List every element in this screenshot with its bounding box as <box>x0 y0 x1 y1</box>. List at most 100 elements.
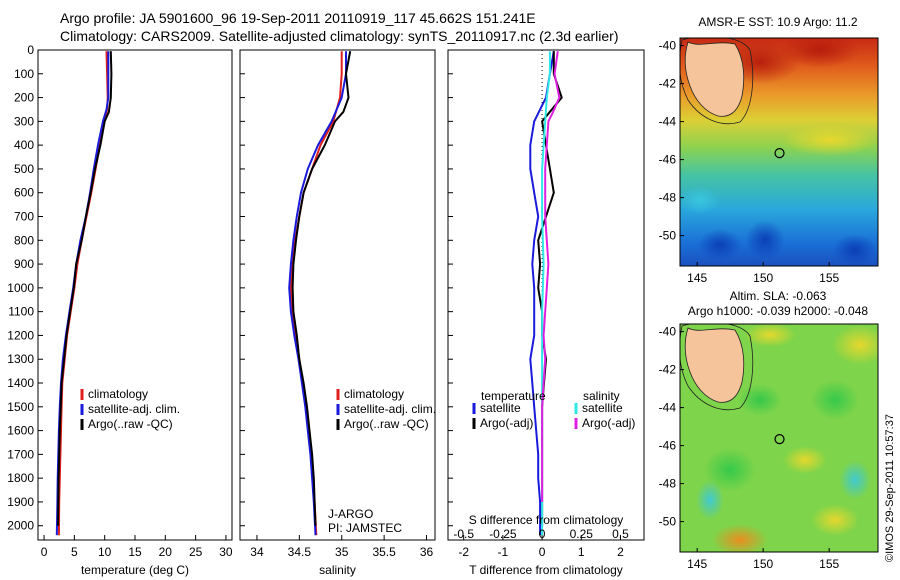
x-tick-label: 36 <box>420 545 434 559</box>
sla-map <box>680 324 878 552</box>
sst-map-title: AMSR-E SST: 10.9 Argo: 11.2 <box>698 15 858 29</box>
y-tick-label: 800 <box>14 233 34 247</box>
sla-high-patch <box>712 524 768 552</box>
y-tick-label: 1500 <box>7 400 34 414</box>
shelf-contour <box>680 324 754 411</box>
sla-map-subtitle: Argo h1000: -0.039 h2000: -0.048 <box>688 304 868 318</box>
x-tick-label: 1 <box>578 545 585 559</box>
sst-mid-patch <box>782 124 878 156</box>
tasmania-land <box>684 41 745 117</box>
secondary-x-tick-label: 0.5 <box>612 527 629 541</box>
legend-entry: satellite <box>582 401 623 415</box>
secondary-x-tick-label: 0.25 <box>570 527 594 541</box>
map-y-tick-label: -44 <box>659 115 677 129</box>
y-tick-label: 1900 <box>7 495 34 509</box>
y-tick-label: 400 <box>14 138 34 152</box>
y-tick-label: 500 <box>14 162 34 176</box>
map-y-tick-label: -48 <box>659 477 677 491</box>
series-line-satellite-adj-clim- <box>288 51 347 536</box>
map-y-tick-label: -40 <box>659 39 677 53</box>
sla-low-patch <box>811 380 859 420</box>
legend-entry: Argo(-adj) <box>582 416 635 430</box>
secondary-x-tick-label: 0 <box>539 527 546 541</box>
profile-panel-temperature <box>37 49 233 541</box>
map-x-tick-label: 155 <box>819 557 839 571</box>
legend-entry: satellite-adj. clim. <box>88 402 180 416</box>
sst-warm-patch <box>780 38 860 68</box>
tasmania-land <box>684 327 745 403</box>
y-tick-label: 600 <box>14 186 34 200</box>
sst-cold-patch <box>698 229 742 261</box>
y-tick-label: 1700 <box>7 447 34 461</box>
x-tick-label: 20 <box>159 545 173 559</box>
x-tick-label: 35.5 <box>372 545 396 559</box>
y-tick-label: 2000 <box>7 519 34 533</box>
map-y-tick-label: -42 <box>659 77 677 91</box>
y-tick-label: 1000 <box>7 281 34 295</box>
y-tick-label: 1600 <box>7 424 34 438</box>
map-y-tick-label: -46 <box>659 153 677 167</box>
map-y-tick-label: -46 <box>659 439 677 453</box>
legend-entry: climatology <box>88 387 148 401</box>
map-x-tick-label: 145 <box>687 271 707 285</box>
secondary-x-axis-label: S difference from climatology <box>469 513 624 527</box>
x-tick-label: -1 <box>498 545 509 559</box>
y-tick-label: 700 <box>14 210 34 224</box>
y-tick-label: 1100 <box>8 305 34 319</box>
legend-entry: Argo(..raw -QC) <box>344 417 429 431</box>
map-y-tick-label: -48 <box>659 191 677 205</box>
map-y-tick-label: -40 <box>659 325 677 339</box>
secondary-x-tick-label: -0.5 <box>453 527 474 541</box>
sla-low-patch <box>738 384 782 416</box>
series-line-argo-raw-qc- <box>291 51 352 526</box>
sla-low-patch <box>704 448 756 492</box>
sst-cold-patch <box>745 220 785 260</box>
profile-panel-salinity <box>239 49 436 541</box>
series-line-temperature-satellite <box>529 51 555 536</box>
series-line-salinity-argo-adj- <box>541 51 561 502</box>
legend-heading: salinity <box>583 389 620 403</box>
x-tick-label: 30 <box>219 545 233 559</box>
x-axis-label: temperature (deg C) <box>81 563 189 577</box>
figure-title-line-1: Argo profile: JA 5901600_96 19-Sep-2011 … <box>60 10 536 26</box>
x-tick-label: -2 <box>458 545 469 559</box>
legend-heading: temperature <box>481 389 546 403</box>
y-tick-label: 1300 <box>7 352 34 366</box>
legend-entry: climatology <box>344 387 404 401</box>
x-tick-label: 25 <box>189 545 203 559</box>
map-y-tick-label: -50 <box>659 515 677 529</box>
map-x-tick-label: 145 <box>687 557 707 571</box>
x-tick-label: 10 <box>98 545 112 559</box>
y-tick-label: 1800 <box>7 471 34 485</box>
x-axis-label: salinity <box>319 563 356 577</box>
sla-low-patch <box>839 460 871 500</box>
y-tick-label: 1400 <box>7 376 34 390</box>
y-tick-label: 200 <box>14 91 34 105</box>
y-tick-label: 0 <box>27 43 34 57</box>
annotation-pi: PI: JAMSTEC <box>328 521 402 535</box>
y-tick-label: 1200 <box>7 328 34 342</box>
x-tick-label: 0 <box>539 545 546 559</box>
series-line-argo-raw-qc- <box>57 51 113 526</box>
y-tick-label: 900 <box>14 257 34 271</box>
sla-high-patch <box>832 325 878 365</box>
map-x-tick-label: 150 <box>753 557 773 571</box>
imos-credit: ©IMOS 29-Sep-2011 10:57:37 <box>884 414 896 562</box>
x-tick-label: 0 <box>41 545 48 559</box>
map-frame <box>679 37 879 267</box>
sla-high-patch <box>744 324 796 347</box>
y-tick-label: 100 <box>14 67 34 81</box>
x-tick-label: 35 <box>335 545 349 559</box>
map-y-tick-label: -42 <box>659 363 677 377</box>
legend-entry: Argo(-adj) <box>480 416 533 430</box>
x-tick-label: 34.5 <box>288 545 312 559</box>
legend-entry: satellite-adj. clim. <box>344 402 436 416</box>
annotation-program: J-ARGO <box>328 507 373 521</box>
argo-position-marker <box>774 434 785 445</box>
map-frame <box>679 323 879 553</box>
sst-cold-patch <box>833 234 877 266</box>
secondary-x-tick-label: -0.25 <box>489 527 517 541</box>
x-tick-label: 5 <box>71 545 78 559</box>
figure-title-line-2: Climatology: CARS2009. Satellite-adjuste… <box>60 28 619 44</box>
x-tick-label: 34 <box>250 545 264 559</box>
